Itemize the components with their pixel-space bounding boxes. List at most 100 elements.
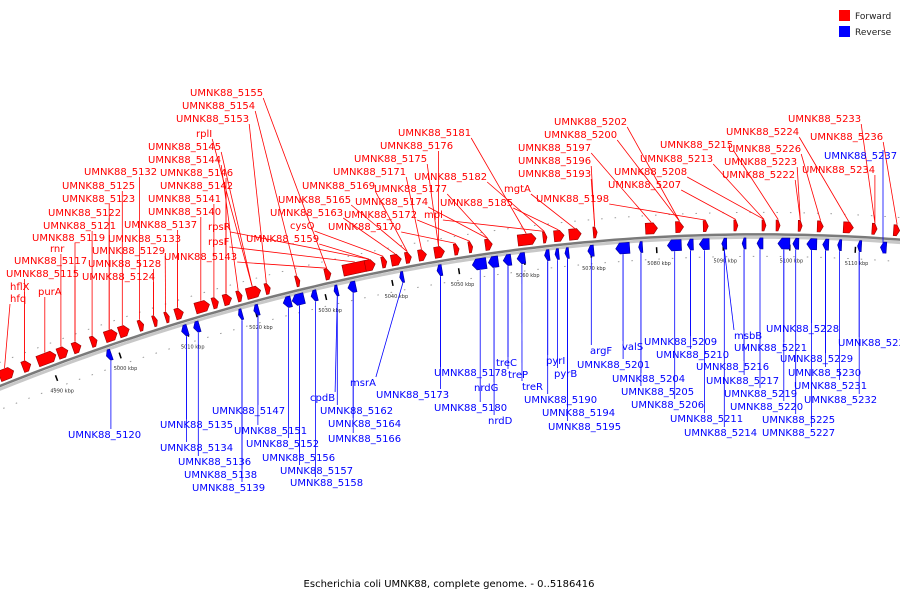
- forward-gene-label: UMNK88_5185: [440, 198, 513, 209]
- forward-gene-label: UMNK88_5171: [333, 167, 406, 178]
- forward-gene-label: UMNK88_5177: [374, 184, 447, 195]
- forward-gene: [102, 329, 118, 343]
- scale-tick-label: 5100 kbp: [780, 259, 804, 265]
- scale-tick: [324, 293, 328, 301]
- reverse-gene: [837, 239, 843, 252]
- forward-gene-label: UMNK88_5213: [640, 154, 713, 165]
- reverse-gene-label: treR: [522, 382, 543, 393]
- forward-track-dots: [0, 211, 900, 363]
- forward-leader: [442, 219, 545, 232]
- forward-leader: [590, 165, 596, 227]
- forward-gene: [871, 222, 878, 235]
- scale-tick-label: 5040 kbp: [385, 294, 409, 300]
- forward-leader: [860, 123, 876, 223]
- label-leader-lines: [4, 97, 898, 482]
- reverse-gene: [777, 237, 791, 250]
- reverse-gene-label: UMNK88_5156: [262, 453, 335, 464]
- reverse-gene: [238, 308, 245, 321]
- reverse-gene-label: UMNK88_5173: [376, 390, 449, 401]
- forward-gene: [592, 226, 598, 239]
- forward-gene-label: UMNK88_5121: [43, 221, 116, 232]
- forward-gene-label: UMNK88_5155: [190, 88, 263, 99]
- forward-gene-label: UMNK88_5125: [62, 181, 135, 192]
- reverse-gene: [721, 237, 728, 250]
- forward-gene-label: UMNK88_5207: [608, 180, 681, 191]
- forward-gene-label: UMNK88_5144: [148, 155, 221, 166]
- forward-gene: [235, 290, 243, 303]
- genome-backbone: [0, 211, 900, 409]
- forward-gene-label: UMNK88_5174: [355, 197, 428, 208]
- scale-tick-label: 5090 kbp: [713, 259, 737, 265]
- reverse-gene: [282, 295, 293, 308]
- reverse-gene-label: UMNK88_5227: [762, 428, 835, 439]
- reverse-gene: [502, 253, 513, 266]
- forward-leader: [609, 203, 706, 221]
- forward-gene-label: UMNK88_5208: [614, 167, 687, 178]
- forward-gene-label: UMNK88_5122: [48, 208, 121, 219]
- forward-gene-label: UMNK88_5236: [810, 132, 883, 143]
- forward-gene-label: UMNK88_5143: [164, 252, 237, 263]
- forward-gene-label: rpsR: [208, 222, 231, 233]
- reverse-gene-label: UMNK88_5164: [328, 419, 401, 430]
- forward-leader: [712, 163, 765, 220]
- forward-gene: [263, 282, 271, 295]
- reverse-gene-label: UMNK88_5195: [548, 422, 621, 433]
- backbone-shadow: [0, 235, 900, 391]
- forward-leader: [237, 261, 327, 269]
- forward-gene: [193, 300, 210, 315]
- forward-gene: [380, 256, 388, 269]
- forward-leader: [470, 137, 527, 234]
- forward-gene-label: mpl: [424, 210, 443, 221]
- figure-caption: Escherichia coli UMNK88, complete genome…: [304, 579, 595, 590]
- reverse-gene-label: UMNK88_5152: [246, 439, 319, 450]
- reverse-gene-label: UMNK88_5221: [734, 343, 807, 354]
- forward-gene-label: UMNK88_5124: [82, 272, 155, 283]
- forward-gene-label: hflX: [10, 282, 30, 293]
- forward-gene: [210, 297, 219, 310]
- forward-leader: [314, 230, 384, 257]
- reverse-gene-label: UMNK88_5166: [328, 434, 401, 445]
- forward-gene-label: UMNK88_5169: [302, 181, 375, 192]
- reverse-gene-label: UMNK88_5194: [542, 408, 615, 419]
- forward-gene-label: UMNK88_5146: [160, 168, 233, 179]
- forward-gene-label: UMNK88_5154: [182, 101, 255, 112]
- reverse-gene-label: pyrB: [554, 369, 577, 380]
- reverse-gene: [822, 238, 830, 251]
- forward-gene-label: UMNK88_5176: [380, 141, 453, 152]
- forward-gene-label: UMNK88_5140: [148, 207, 221, 218]
- forward-gene-label: UMNK88_5132: [84, 167, 157, 178]
- forward-gene-label: UMNK88_5223: [724, 157, 797, 168]
- forward-gene: [553, 229, 565, 243]
- reverse-gene: [686, 238, 694, 251]
- forward-leader: [230, 231, 370, 260]
- forward-leader: [882, 141, 898, 225]
- forward-leader: [732, 149, 779, 220]
- forward-gene: [221, 293, 232, 307]
- reverse-gene: [487, 255, 500, 268]
- forward-gene: [775, 219, 781, 232]
- reverse-gene-label: UMNK88_5209: [644, 337, 717, 348]
- forward-gene: [294, 275, 301, 288]
- legend-forward-label: Forward: [855, 12, 891, 22]
- forward-gene-label: UMNK88_5224: [726, 127, 799, 138]
- gene-labels: hfqhflXUMNK88_5115purArnrUMNK88_5117UMNK…: [6, 88, 900, 494]
- forward-leader: [254, 110, 297, 276]
- reverse-gene: [667, 239, 682, 252]
- reverse-gene-label: UMNK88_5210: [656, 350, 729, 361]
- forward-gene-label: UMNK88_5170: [328, 222, 401, 233]
- forward-leader: [350, 204, 408, 253]
- reverse-gene-label: argF: [590, 346, 612, 357]
- forward-gene: [484, 238, 493, 251]
- forward-gene: [644, 222, 658, 235]
- forward-gene-label: UMNK88_5142: [160, 181, 233, 192]
- forward-gene: [173, 307, 184, 321]
- scale-tick-label: 5110 kbp: [845, 261, 869, 267]
- forward-gene-label: UMNK88_5196: [518, 156, 591, 167]
- forward-gene-label: UMNK88_5197: [518, 143, 591, 154]
- forward-gene: [816, 220, 824, 233]
- forward-leader: [796, 166, 801, 220]
- forward-leader: [401, 231, 456, 244]
- scale-tick: [391, 279, 394, 287]
